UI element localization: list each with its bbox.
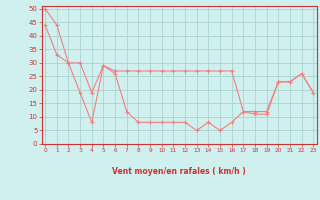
X-axis label: Vent moyen/en rafales ( km/h ): Vent moyen/en rafales ( km/h ) <box>112 167 246 176</box>
